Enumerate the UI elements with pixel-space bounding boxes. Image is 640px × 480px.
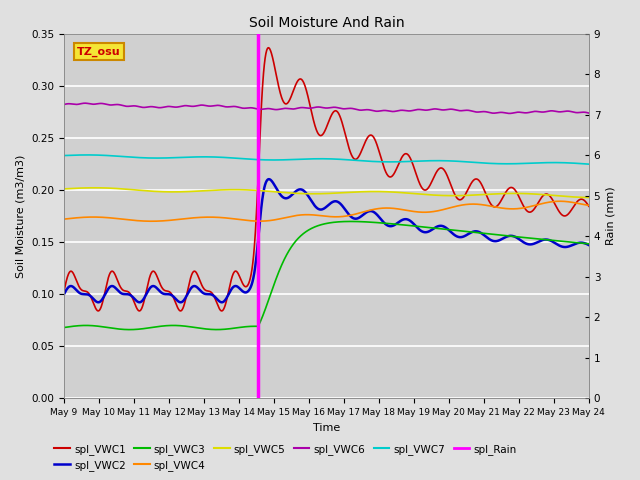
spl_VWC1 — [265, 45, 273, 50]
spl_VWC4 — [570, 200, 578, 205]
Legend: spl_VWC1, spl_VWC2, spl_VWC3, spl_VWC4, spl_VWC5, spl_VWC6, spl_VWC7, spl_Rain: spl_VWC1, spl_VWC2, spl_VWC3, spl_VWC4, … — [50, 439, 521, 475]
Line: spl_VWC5: spl_VWC5 — [64, 188, 589, 197]
spl_VWC2 — [570, 241, 578, 247]
spl_VWC6 — [585, 110, 593, 116]
Line: spl_VWC1: spl_VWC1 — [64, 48, 589, 311]
spl_VWC1 — [585, 204, 593, 209]
spl_VWC5 — [474, 192, 481, 198]
spl_VWC6 — [301, 105, 309, 111]
spl_VWC6 — [81, 100, 89, 106]
Line: spl_VWC7: spl_VWC7 — [64, 155, 589, 164]
spl_VWC3 — [87, 323, 95, 328]
spl_VWC5 — [585, 194, 593, 200]
spl_VWC1 — [136, 308, 143, 314]
spl_VWC1 — [570, 203, 578, 209]
spl_VWC5 — [301, 191, 309, 197]
spl_VWC3 — [474, 230, 481, 236]
spl_VWC6 — [87, 101, 95, 107]
spl_VWC3 — [60, 324, 68, 330]
spl_VWC6 — [60, 102, 68, 108]
spl_VWC5 — [570, 194, 578, 200]
spl_VWC7 — [301, 156, 309, 162]
X-axis label: Time: Time — [313, 423, 340, 432]
spl_VWC6 — [570, 109, 578, 115]
spl_VWC2 — [570, 241, 578, 247]
spl_VWC6 — [570, 109, 578, 115]
spl_VWC7 — [570, 160, 578, 166]
spl_VWC2 — [316, 206, 324, 212]
spl_VWC1 — [474, 177, 481, 182]
Line: spl_VWC6: spl_VWC6 — [64, 103, 589, 113]
spl_VWC2 — [218, 300, 226, 305]
spl_VWC7 — [570, 160, 577, 166]
spl_VWC7 — [60, 153, 68, 158]
spl_VWC6 — [474, 109, 481, 115]
spl_VWC5 — [87, 185, 95, 191]
spl_VWC1 — [87, 294, 95, 300]
spl_VWC3 — [301, 229, 309, 235]
spl_VWC7 — [585, 161, 593, 167]
spl_VWC4 — [474, 202, 481, 207]
Y-axis label: Soil Moisture (m3/m3): Soil Moisture (m3/m3) — [15, 154, 26, 278]
spl_VWC1 — [302, 85, 310, 91]
spl_VWC2 — [585, 242, 593, 248]
spl_VWC2 — [60, 291, 68, 297]
spl_VWC1 — [316, 132, 324, 138]
spl_VWC5 — [570, 194, 577, 200]
spl_VWC5 — [316, 191, 323, 197]
spl_VWC4 — [316, 213, 323, 218]
Text: TZ_osu: TZ_osu — [77, 47, 121, 57]
Y-axis label: Rain (mm): Rain (mm) — [606, 187, 616, 245]
Line: spl_VWC3: spl_VWC3 — [64, 221, 589, 330]
Line: spl_VWC4: spl_VWC4 — [64, 201, 589, 221]
spl_VWC7 — [84, 152, 92, 158]
spl_VWC7 — [87, 152, 95, 158]
spl_VWC3 — [347, 218, 355, 224]
spl_VWC3 — [126, 327, 134, 333]
spl_VWC7 — [316, 156, 323, 162]
spl_VWC4 — [87, 214, 95, 220]
spl_VWC6 — [316, 104, 323, 110]
spl_VWC3 — [585, 241, 593, 247]
spl_VWC4 — [556, 198, 564, 204]
spl_VWC7 — [474, 160, 481, 166]
spl_VWC3 — [570, 240, 578, 245]
spl_VWC4 — [148, 218, 156, 224]
spl_VWC1 — [570, 204, 578, 209]
spl_VWC2 — [87, 293, 95, 299]
spl_VWC4 — [585, 203, 593, 208]
spl_VWC1 — [60, 288, 68, 294]
spl_VWC2 — [474, 228, 481, 234]
spl_VWC3 — [570, 240, 578, 245]
spl_VWC5 — [91, 185, 99, 191]
spl_VWC2 — [302, 190, 310, 195]
spl_VWC3 — [316, 222, 323, 228]
spl_VWC4 — [570, 200, 578, 205]
spl_VWC2 — [265, 176, 273, 182]
spl_VWC5 — [60, 186, 68, 192]
Line: spl_VWC2: spl_VWC2 — [64, 179, 589, 302]
Title: Soil Moisture And Rain: Soil Moisture And Rain — [248, 16, 404, 30]
spl_VWC4 — [60, 216, 68, 222]
spl_VWC4 — [301, 212, 309, 217]
spl_VWC6 — [506, 110, 513, 116]
